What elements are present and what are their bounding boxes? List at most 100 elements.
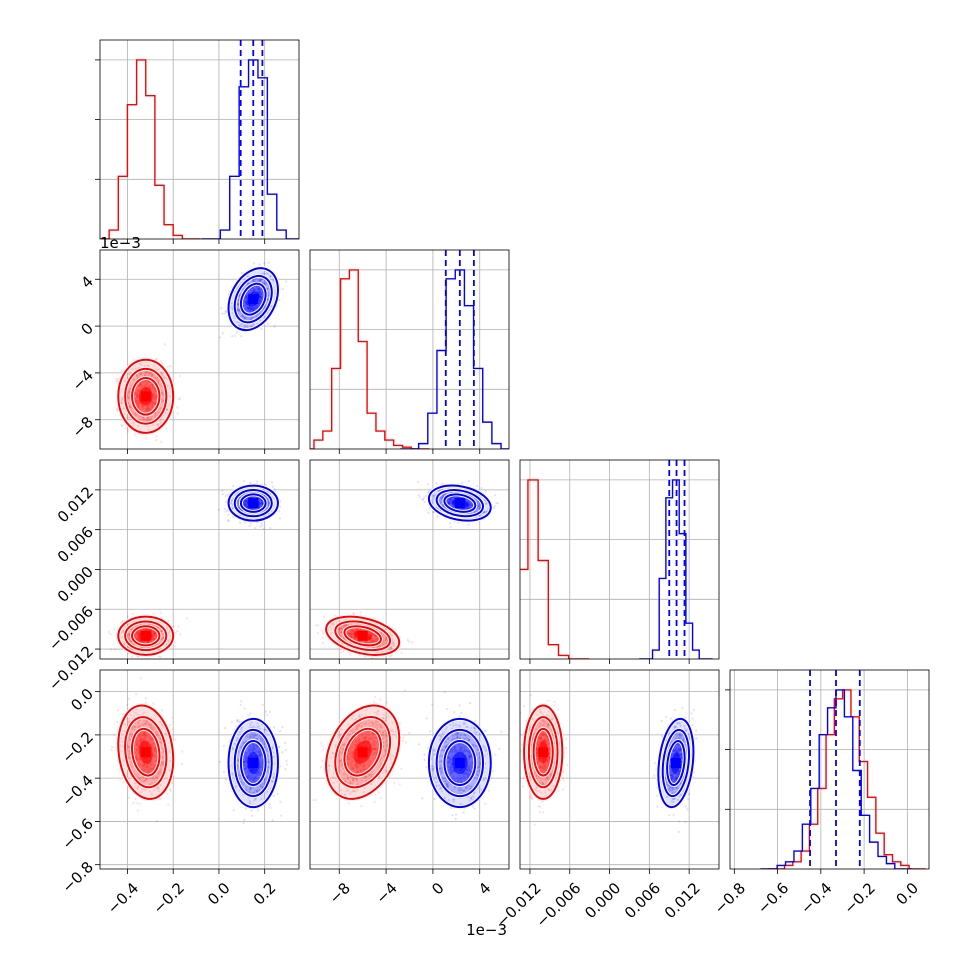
sample-point (368, 641, 371, 644)
sample-point (260, 296, 263, 299)
sample-point (137, 406, 140, 409)
sample-point (255, 480, 259, 483)
sample-point (246, 307, 250, 310)
sample-point (254, 289, 257, 292)
contour-line (233, 274, 273, 324)
sample-point (120, 423, 124, 427)
sample-point (252, 309, 255, 312)
sample-point (139, 373, 143, 376)
sample-point (115, 377, 118, 381)
histogram-series-0 (310, 269, 430, 449)
sample-point (340, 626, 344, 629)
sample-point (128, 393, 131, 396)
sample-point (135, 632, 138, 635)
sample-point (371, 640, 374, 643)
sample-point (259, 499, 262, 502)
sample-point (257, 303, 260, 306)
sample-point (145, 370, 148, 374)
sample-point (246, 497, 249, 500)
sample-point (373, 634, 376, 638)
sample-point (259, 295, 262, 298)
sample-point (138, 405, 141, 408)
sample-point (249, 522, 252, 525)
sample-point (250, 307, 253, 311)
sample-point (136, 402, 139, 405)
sample-point (150, 372, 153, 375)
sample-point (168, 637, 171, 641)
sample-point (123, 379, 126, 382)
sample-point (392, 642, 396, 645)
sample-point (372, 632, 375, 636)
sample-point (120, 401, 123, 404)
sample-point (232, 485, 235, 488)
sample-point (389, 646, 392, 649)
sample-point (165, 627, 169, 630)
sample-point (259, 292, 262, 295)
sample-point (154, 414, 158, 417)
sample-point (323, 615, 326, 618)
sample-point (146, 409, 149, 412)
sample-point (348, 631, 351, 634)
sample-point (154, 631, 157, 635)
sample-point (236, 308, 239, 311)
sample-point (243, 503, 246, 507)
sample-point (253, 308, 256, 312)
sample-point (321, 642, 325, 645)
sample-point (259, 291, 262, 294)
sample-point (236, 302, 239, 306)
contour-line (124, 367, 168, 425)
sample-point (152, 392, 155, 395)
sample-point (137, 637, 140, 640)
sample-point (333, 614, 336, 617)
sample-point (159, 406, 163, 409)
sample-point (259, 498, 262, 501)
sample-point (353, 630, 356, 633)
sample-point (178, 397, 182, 400)
sample-point (371, 633, 374, 637)
sample-point (142, 416, 145, 420)
sample-point (161, 632, 164, 635)
sample-point (245, 303, 248, 306)
sample-point (258, 289, 261, 292)
sample-point (152, 387, 155, 390)
sample-point (136, 384, 140, 388)
sample-point (248, 306, 251, 310)
sample-point (245, 295, 248, 298)
sample-point (113, 628, 116, 631)
sample-point (154, 412, 157, 415)
sample-point (144, 407, 147, 410)
sample-point (147, 364, 150, 367)
sample-point (146, 383, 149, 387)
sample-point (397, 660, 399, 662)
sample-point (141, 416, 144, 419)
sample-point (127, 397, 130, 400)
sample-point (141, 416, 145, 419)
sample-point (138, 384, 141, 387)
sample-point (153, 396, 157, 399)
sample-point (250, 289, 253, 292)
sample-point (157, 424, 160, 427)
sample-point (257, 506, 261, 509)
sample-point (427, 511, 430, 514)
sample-point (154, 635, 158, 638)
sample-point (245, 504, 249, 508)
sample-point (342, 650, 345, 653)
sample-point (155, 396, 158, 399)
sample-point (257, 506, 260, 509)
sample-point (173, 645, 176, 648)
sample-point (150, 405, 154, 408)
sample-point (245, 293, 248, 296)
sample-point (260, 297, 263, 301)
sample-point (154, 400, 157, 403)
sample-point (141, 405, 145, 408)
sample-point (371, 640, 374, 643)
sample-point (480, 486, 483, 490)
sample-point (148, 407, 152, 410)
sample-point (146, 364, 150, 367)
sample-point (154, 401, 157, 404)
sample-point (259, 279, 262, 282)
sample-point (136, 402, 139, 406)
sample-point (132, 358, 135, 361)
sample-point (267, 294, 270, 297)
sample-point (160, 371, 163, 374)
